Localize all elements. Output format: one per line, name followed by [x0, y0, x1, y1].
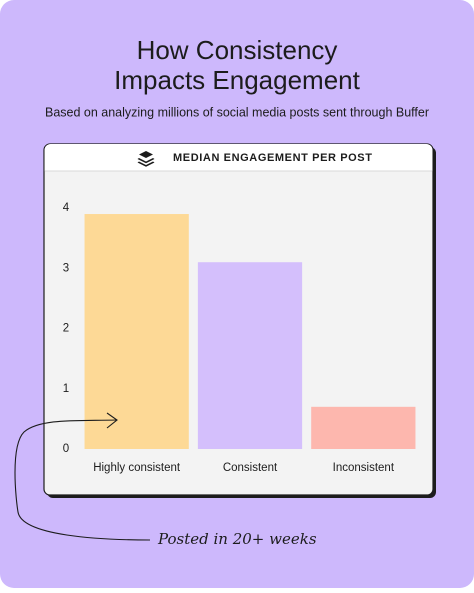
y-tick-label: 3 — [63, 262, 69, 274]
x-tick-label: Consistent — [223, 462, 278, 474]
buffer-icon — [137, 151, 155, 167]
x-tick-label: Highly consistent — [93, 462, 181, 474]
bar — [197, 262, 303, 449]
plot: 0 1 2 3 4 Highly consistent Consistent Inconsis… — [63, 202, 416, 474]
x-tick-label: Inconsistent — [333, 462, 395, 474]
y-tick-label: 4 — [63, 202, 70, 214]
chart-title: How Consistency — [137, 35, 338, 65]
chart-header: MEDIAN ENGAGEMENT PER POST — [173, 152, 373, 164]
annotation: Posted in 20+ weeks — [157, 530, 317, 548]
y-tick-label: 1 — [63, 383, 69, 395]
y-tick-label: 2 — [63, 323, 69, 335]
bar — [311, 406, 416, 449]
subtitle: Based on analyzing millions of social me… — [45, 105, 429, 119]
chart-title: Impacts Engagement — [114, 65, 360, 95]
annotation-arrow — [14, 412, 151, 541]
y-tick-label: 0 — [63, 443, 69, 455]
bar — [84, 214, 189, 449]
